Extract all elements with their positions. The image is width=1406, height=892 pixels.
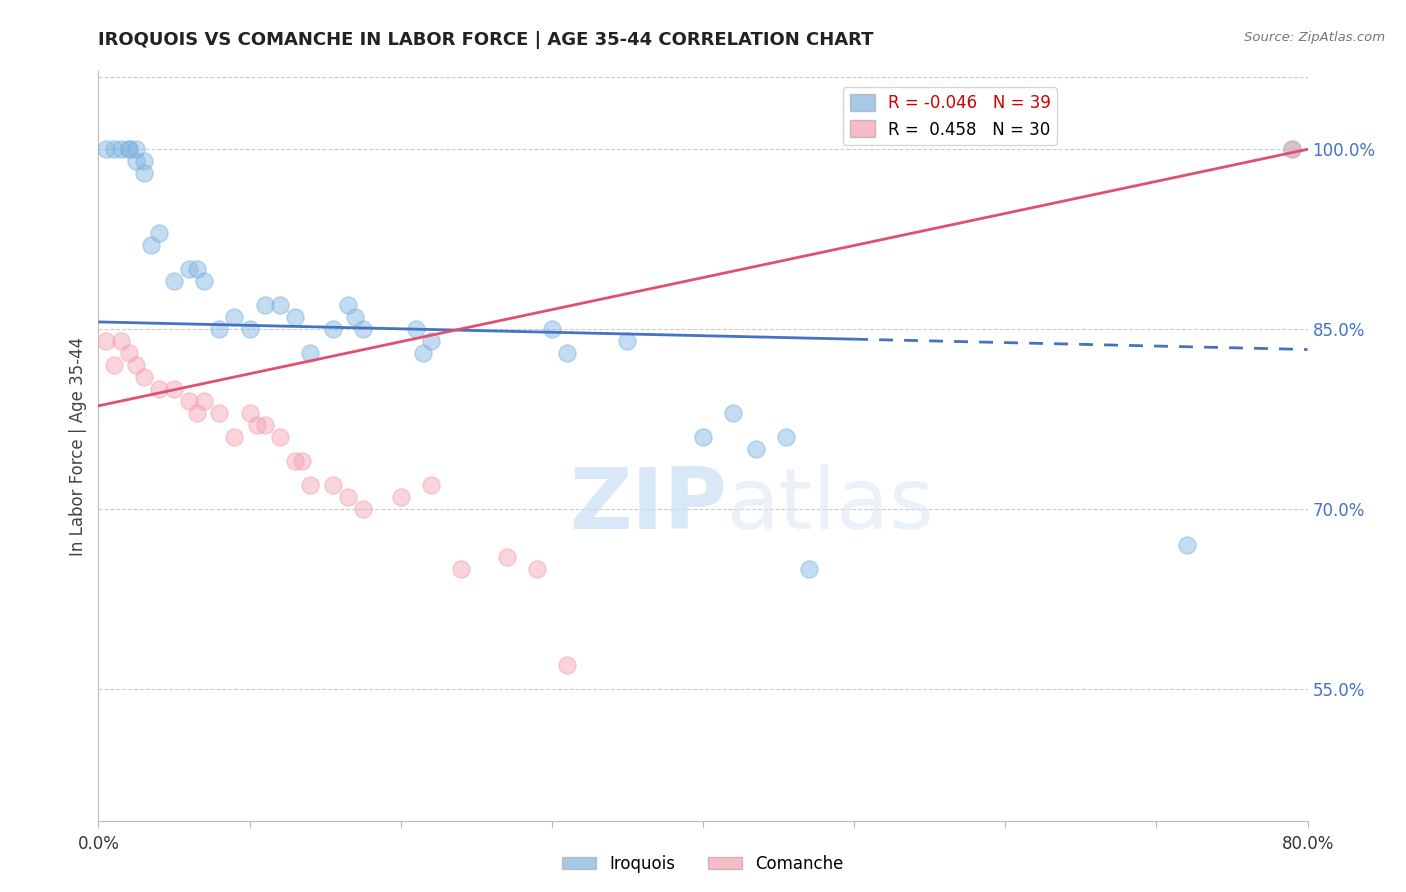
Point — [179, 394, 201, 409]
Point — [284, 310, 307, 325]
Point — [723, 406, 745, 420]
Point — [1175, 538, 1198, 552]
Point — [224, 310, 246, 325]
Point — [163, 274, 186, 288]
Point — [352, 322, 374, 336]
Point — [336, 298, 359, 312]
Point — [555, 657, 578, 672]
Y-axis label: In Labor Force | Age 35-44: In Labor Force | Age 35-44 — [69, 336, 87, 556]
Point — [269, 298, 291, 312]
Point — [94, 142, 117, 156]
Point — [132, 370, 155, 384]
Point — [208, 322, 231, 336]
Point — [186, 262, 208, 277]
Point — [269, 430, 291, 444]
Point — [616, 334, 638, 348]
Point — [299, 346, 322, 360]
Point — [132, 154, 155, 169]
Text: IROQUOIS VS COMANCHE IN LABOR FORCE | AGE 35-44 CORRELATION CHART: IROQUOIS VS COMANCHE IN LABOR FORCE | AG… — [98, 31, 875, 49]
Point — [224, 430, 246, 444]
Point — [344, 310, 367, 325]
Point — [1281, 142, 1303, 156]
Point — [299, 478, 322, 492]
Point — [797, 562, 820, 576]
Point — [1281, 142, 1303, 156]
Point — [110, 334, 132, 348]
Point — [179, 262, 201, 277]
Point — [239, 406, 262, 420]
Point — [284, 454, 307, 468]
Point — [246, 417, 269, 432]
Point — [322, 478, 344, 492]
Point — [775, 430, 797, 444]
Point — [412, 346, 434, 360]
Legend: Iroquois, Comanche: Iroquois, Comanche — [555, 848, 851, 880]
Point — [420, 334, 443, 348]
Point — [118, 346, 141, 360]
Point — [495, 549, 517, 564]
Point — [163, 382, 186, 396]
Point — [352, 502, 374, 516]
Point — [450, 562, 472, 576]
Point — [336, 490, 359, 504]
Point — [239, 322, 262, 336]
Text: atlas: atlas — [727, 465, 935, 548]
Point — [103, 358, 125, 372]
Point — [103, 142, 125, 156]
Point — [389, 490, 412, 504]
Point — [118, 142, 141, 156]
Point — [186, 406, 208, 420]
Point — [94, 334, 117, 348]
Point — [193, 274, 215, 288]
Legend: R = -0.046   N = 39, R =  0.458   N = 30: R = -0.046 N = 39, R = 0.458 N = 30 — [842, 87, 1057, 145]
Point — [291, 454, 314, 468]
Point — [208, 406, 231, 420]
Point — [110, 142, 132, 156]
Point — [745, 442, 768, 456]
Point — [692, 430, 714, 444]
Point — [555, 346, 578, 360]
Point — [141, 238, 163, 252]
Point — [322, 322, 344, 336]
Point — [526, 562, 548, 576]
Point — [193, 394, 215, 409]
Point — [132, 166, 155, 180]
Point — [253, 298, 276, 312]
Point — [420, 478, 443, 492]
Point — [148, 382, 170, 396]
Text: ZIP: ZIP — [569, 465, 727, 548]
Point — [405, 322, 427, 336]
Point — [125, 142, 148, 156]
Point — [125, 154, 148, 169]
Text: Source: ZipAtlas.com: Source: ZipAtlas.com — [1244, 31, 1385, 45]
Point — [540, 322, 562, 336]
Point — [253, 417, 276, 432]
Point — [118, 142, 141, 156]
Point — [125, 358, 148, 372]
Point — [148, 226, 170, 240]
